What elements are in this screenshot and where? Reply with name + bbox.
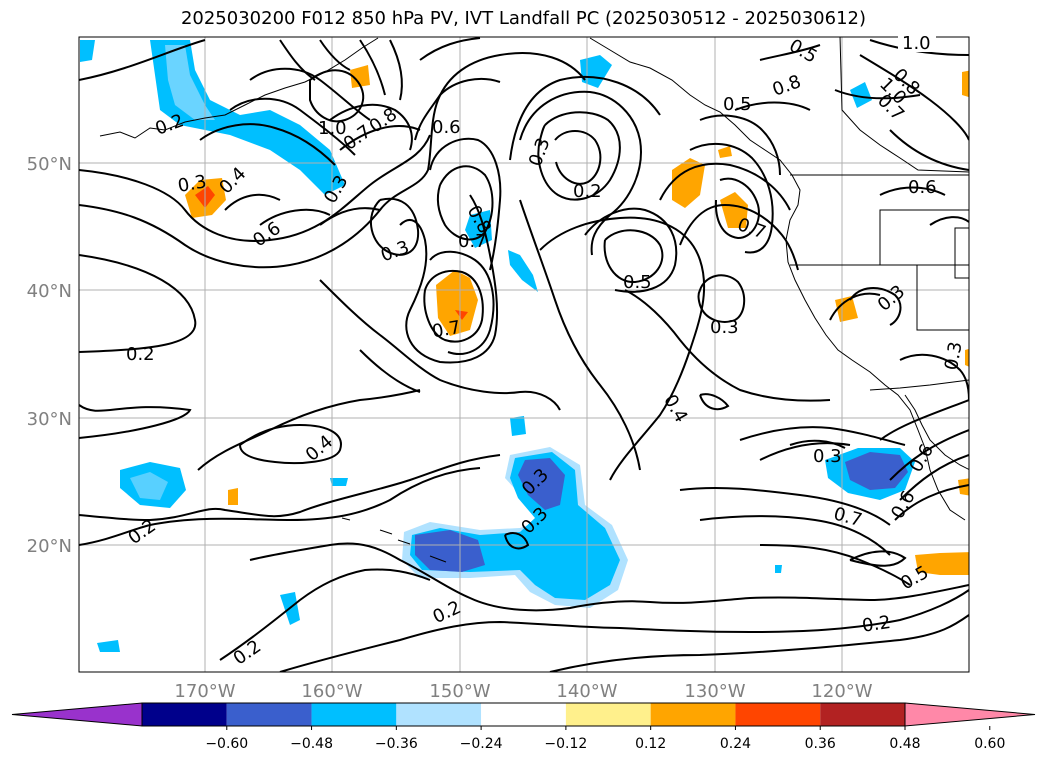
lon-label: 160°W [301,681,362,702]
lat-label: 40°N [27,281,72,302]
latitude-labels: 50°N 40°N 30°N 20°N [27,154,72,557]
colorbar-tick-label: 0.48 [889,736,920,752]
contour-label: 0.7 [831,503,864,531]
contour-label: 0.7 [430,317,462,343]
contour-label: 0.6 [249,218,285,252]
contour-label: 0.3 [813,446,842,467]
lat-label: 50°N [27,154,72,175]
pv-shading [80,40,969,652]
colorbar-tick-label: −0.24 [460,736,503,752]
colorbar-segment [396,703,482,726]
lat-label: 20°N [27,536,72,557]
contour-label: 0.5 [723,94,752,115]
colorbar-extend-low [11,702,143,727]
contour-label: 0.8 [770,71,804,101]
colorbar-tick-label: −0.60 [205,736,248,752]
contour-label: 1.0 [318,118,347,139]
colorbar-segment [735,703,821,726]
colorbar-tick-label: 0.60 [974,736,1005,752]
lon-label: 130°W [684,681,745,702]
contour-label: 0.3 [176,171,208,197]
lon-label: 120°W [811,681,872,702]
lat-label: 30°N [27,409,72,430]
lon-label: 150°W [429,681,490,702]
colorbar-tick-label: −0.48 [290,736,333,752]
colorbar-segment [650,703,736,726]
colorbar-tick-label: 0.24 [720,736,751,752]
colorbar-tick-label: −0.12 [544,736,587,752]
colorbar-segment [311,703,397,726]
lon-label: 170°W [174,681,235,702]
colorbar: −0.60 −0.48 −0.36 −0.24 −0.12 0.12 0.24 0.36 0.4… [11,702,1036,752]
contour-label: 0.6 [908,177,937,198]
map-frame [78,36,970,673]
contour-label: 0.7 [458,231,487,252]
graticule [79,37,969,672]
contour-label: 0.2 [573,181,602,202]
contour-label: 0.3 [710,317,739,338]
contour-label: 0.3 [941,340,967,372]
colorbar-segment [226,703,312,726]
lon-label: 140°W [556,681,617,702]
colorbar-segment [565,703,651,726]
colorbar-segment [820,703,905,726]
contour-label: 0.3 [525,135,555,169]
longitude-labels: 170°W 160°W 150°W 140°W 130°W 120°W [174,681,872,702]
contour-label: 0.2 [430,597,465,628]
contour-label: 0.5 [623,272,652,293]
contour-label: 0.3 [378,237,412,267]
colorbar-tick-label: −0.36 [375,736,418,752]
colorbar-tick-label: 0.36 [805,736,836,752]
contour-label: 0.2 [126,344,155,365]
colorbar-extend-high [904,702,1036,727]
contour-label: 1.0 [902,33,931,54]
contour-label: 0.6 [432,117,461,138]
colorbar-segment [481,703,566,726]
colorbar-tick-label: 0.12 [635,736,666,752]
pv-contours [79,37,969,672]
contour-label: 0.2 [230,636,266,670]
map-title: 2025030200 F012 850 hPa PV, IVT Landfall… [180,8,867,29]
contour-label: 0.2 [861,612,892,637]
contour-label: 0.5 [785,35,820,68]
coastlines [99,37,969,563]
map-plot-area [79,37,969,672]
colorbar-segment [142,703,227,726]
colorbar-frame [141,702,906,727]
contour-label: 0.4 [659,391,692,426]
contour-label: 0.3 [874,281,909,315]
